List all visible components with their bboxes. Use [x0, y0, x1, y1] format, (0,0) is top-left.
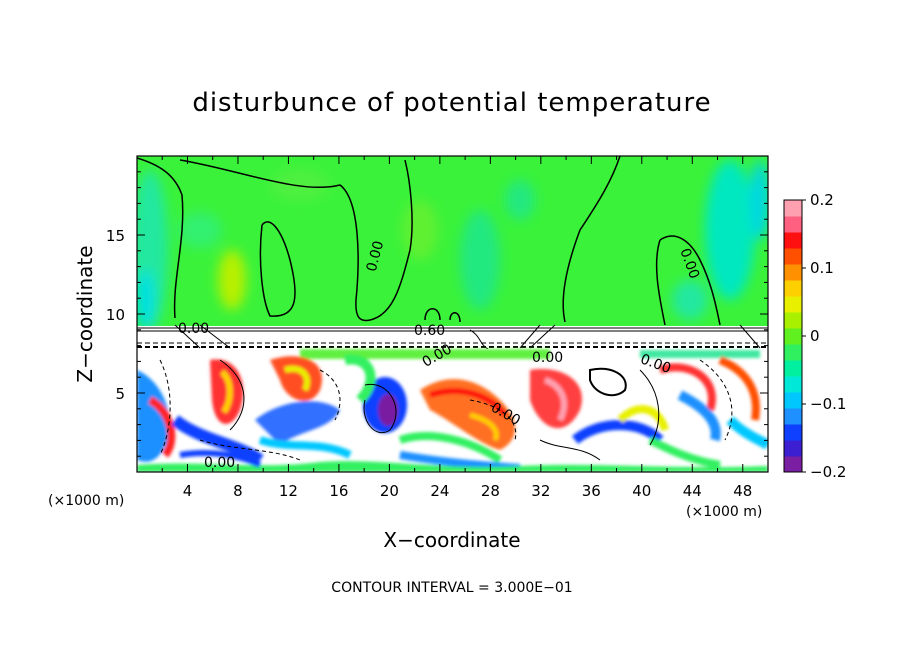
lower-field-contours	[159, 359, 733, 461]
colorbar-swatch	[784, 264, 802, 281]
x-tick-label: 32	[531, 482, 550, 500]
colorbar-swatch	[784, 456, 802, 473]
upper-field	[137, 156, 768, 330]
colorbar-swatch	[784, 216, 802, 233]
colorbar-swatch	[784, 344, 802, 361]
x-tick-label: 12	[279, 482, 298, 500]
y-tick-label: 10	[106, 306, 125, 324]
contour-interval-label: CONTOUR INTERVAL = 3.000E−01	[331, 580, 572, 596]
colorbar-tick-label: −0.1	[810, 395, 846, 413]
x-tick-label: 48	[733, 482, 752, 500]
colorbar-tick-label: −0.2	[810, 463, 846, 481]
transition-band-contours	[137, 324, 768, 350]
y-axis-label: Z−coordinate	[73, 245, 97, 382]
x-tick-label: 40	[632, 482, 651, 500]
contour-label: 0.00	[178, 321, 209, 337]
colorbar-swatch	[784, 360, 802, 377]
colorbar-swatch	[784, 200, 802, 217]
x-axis: 4 8 12 16 20 24 28 32 36 40 44 48	[161, 156, 752, 500]
colorbar-swatch	[784, 440, 802, 457]
colorbar-swatch	[784, 408, 802, 425]
x-axis-label: X−coordinate	[383, 528, 520, 552]
y-tick-label: 5	[115, 385, 125, 403]
x-tick-label: 36	[582, 482, 601, 500]
y-unit-label: (×1000 m)	[48, 493, 124, 509]
colorbar-swatch	[784, 296, 802, 313]
colorbar-swatch	[784, 312, 802, 329]
plot-area	[137, 156, 768, 472]
x-tick-label: 8	[233, 482, 243, 500]
colorbar-swatch	[784, 232, 802, 249]
contour-label: 0.60	[414, 323, 445, 339]
lower-field-structures	[137, 349, 768, 472]
x-tick-label: 28	[481, 482, 500, 500]
colorbar	[784, 200, 802, 473]
contour-label: 0.00	[364, 239, 388, 273]
x-tick-label: 4	[183, 482, 193, 500]
colorbar-tick-label: 0	[810, 327, 820, 345]
contour-label: 0.00	[532, 350, 563, 366]
contour-label: 0.00	[204, 455, 235, 471]
y-tick-label: 15	[106, 227, 125, 245]
colorbar-ticks: 0.2 0.1 0 −0.1 −0.2	[802, 191, 846, 481]
colorbar-swatch	[784, 280, 802, 297]
colorbar-swatch	[784, 424, 802, 441]
colorbar-swatch	[784, 392, 802, 409]
x-tick-label: 24	[430, 482, 449, 500]
x-tick-label: 16	[329, 482, 348, 500]
x-tick-label: 20	[380, 482, 399, 500]
colorbar-swatch	[784, 328, 802, 345]
colorbar-tick-label: 0.1	[810, 259, 834, 277]
colorbar-swatch	[784, 248, 802, 265]
x-tick-label: 44	[683, 482, 702, 500]
upper-field-blobs	[137, 160, 768, 330]
colorbar-swatch	[784, 376, 802, 393]
y-axis: 5 10 15	[106, 171, 768, 457]
colorbar-tick-label: 0.2	[810, 191, 834, 209]
chart-title: disturbunce of potential temperature	[192, 88, 711, 118]
x-unit-label: (×1000 m)	[686, 504, 762, 520]
upper-contours	[137, 156, 721, 326]
